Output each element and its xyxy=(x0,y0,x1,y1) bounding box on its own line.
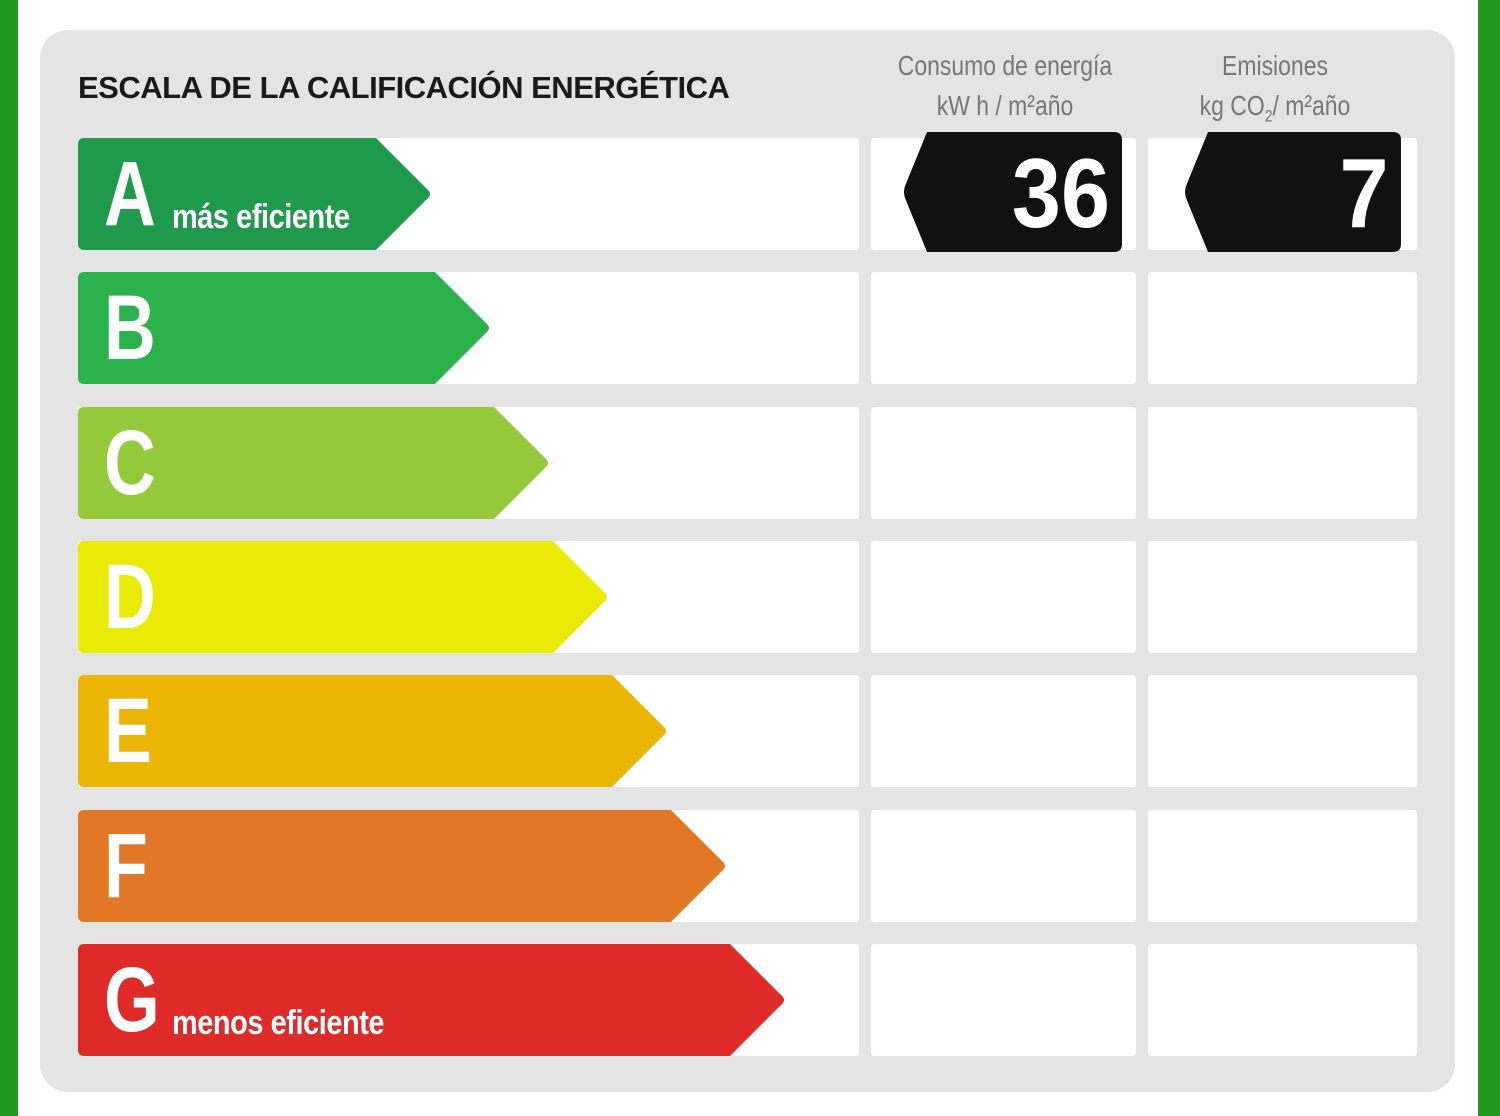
rating-arrow-b: B xyxy=(78,272,491,384)
energy-track-row-c xyxy=(871,407,1136,519)
emissions-header-unit: kg CO2/ m²año xyxy=(1199,90,1351,126)
energy-result-marker: 36 xyxy=(903,132,1122,252)
energy-result-marker-shape xyxy=(904,132,1122,252)
energy-column-header: Consumo de energía kW h / m²año xyxy=(886,46,1124,126)
rating-letter-d: D xyxy=(104,546,156,648)
rating-letter-b: B xyxy=(104,277,156,379)
rating-arrow-shape-e xyxy=(78,675,666,787)
rating-sublabel-a: más eficiente xyxy=(172,198,350,236)
emissions-track-row-c xyxy=(1148,407,1417,519)
emissions-column-header: Emisiones kg CO2/ m²año xyxy=(1156,46,1394,137)
rating-arrow-f: F xyxy=(78,810,727,922)
emissions-track-row-g xyxy=(1148,944,1417,1056)
rating-arrow-shape-b xyxy=(78,272,489,384)
energy-header-unit: kW h / m²año xyxy=(936,90,1074,121)
rating-letter-e: E xyxy=(104,680,152,782)
scale-title: ESCALA DE LA CALIFICACIÓN ENERGÉTICA xyxy=(78,70,730,105)
emissions-track-row-e xyxy=(1148,675,1417,787)
rating-letter-g: G xyxy=(104,949,160,1051)
frame-border-right xyxy=(1478,0,1500,1116)
rating-arrow-shape-d xyxy=(78,541,607,653)
frame-border-left xyxy=(0,0,18,1116)
emissions-result-marker: 7 xyxy=(1184,132,1401,252)
rating-arrow-shape-c xyxy=(78,407,548,519)
rating-letter-c: C xyxy=(104,412,156,514)
rating-arrow-c: C xyxy=(78,407,550,519)
energy-track-row-e xyxy=(871,675,1136,787)
rating-arrow-shape-g xyxy=(78,944,784,1056)
energy-track-row-b xyxy=(871,272,1136,384)
energy-result-value: 36 xyxy=(1011,138,1110,248)
energy-track-row-f xyxy=(871,810,1136,922)
emissions-header-line1: Emisiones xyxy=(1222,50,1328,81)
emissions-result-marker-shape xyxy=(1185,132,1401,252)
emissions-track-row-d xyxy=(1148,541,1417,653)
rating-letter-a: A xyxy=(104,143,156,245)
energy-header-line1: Consumo de energía xyxy=(897,50,1113,81)
emissions-track-row-b xyxy=(1148,272,1417,384)
rating-arrow-shape-f xyxy=(78,810,725,922)
emissions-track-row-f xyxy=(1148,810,1417,922)
rating-letter-f: F xyxy=(104,815,148,917)
energy-track-row-g xyxy=(871,944,1136,1056)
emissions-result-value: 7 xyxy=(1339,138,1389,248)
rating-arrow-d: D xyxy=(78,541,609,653)
rating-arrow-shape-a xyxy=(78,138,430,250)
rating-arrow-e: E xyxy=(78,675,668,787)
rating-sublabel-g: menos eficiente xyxy=(172,1004,385,1042)
energy-track-row-d xyxy=(871,541,1136,653)
